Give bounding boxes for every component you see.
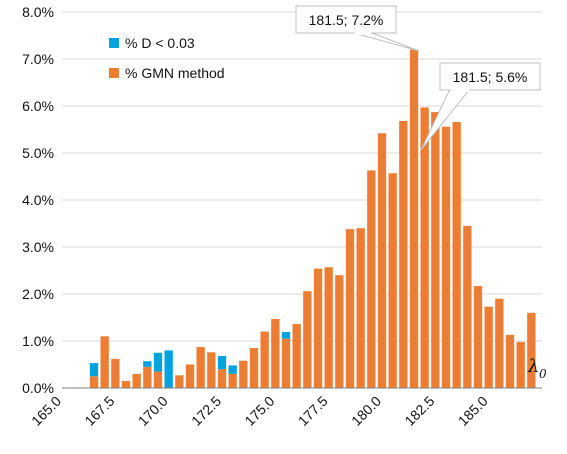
bar-gmn xyxy=(377,133,387,388)
y-tick-label: 3.0% xyxy=(22,239,54,255)
callout-peak-pointer xyxy=(353,32,420,52)
x-axis-label: λ 0 xyxy=(527,356,547,381)
bar-gmn xyxy=(313,268,323,388)
y-tick-label: 7.0% xyxy=(22,51,54,67)
bar-gmn xyxy=(132,373,141,388)
bars xyxy=(89,49,536,389)
bar-gmn xyxy=(335,275,344,388)
bar-gmn xyxy=(409,49,419,388)
y-tick-label: 0.0% xyxy=(22,380,54,396)
x-tick-label: 170.0 xyxy=(135,393,171,429)
bar-gmn xyxy=(292,324,301,388)
callout-peak-box xyxy=(295,5,397,34)
legend-swatch-dlt xyxy=(109,38,119,48)
bar-gmn xyxy=(473,286,483,388)
bar-gmn xyxy=(420,107,429,388)
y-tick-label: 2.0% xyxy=(22,286,54,302)
bar-gmn xyxy=(100,336,109,388)
x-tick-label: 185.0 xyxy=(455,393,491,429)
bar-gmn xyxy=(239,360,248,388)
bar-gmn xyxy=(175,375,184,388)
y-tick-label: 4.0% xyxy=(22,192,54,208)
y-tick-label: 6.0% xyxy=(22,98,54,114)
bar-gmn xyxy=(196,347,205,388)
bar-gmn xyxy=(388,173,397,388)
bar-gmn xyxy=(281,338,291,388)
callout-secondary: 181.5; 5.6% xyxy=(420,62,541,151)
bar-gmn xyxy=(153,371,163,388)
bar-dlt xyxy=(228,365,237,374)
bar-gmn xyxy=(89,376,99,388)
bar-gmn xyxy=(345,229,355,388)
bar-dlt xyxy=(281,332,291,339)
bar-gmn xyxy=(249,348,259,388)
bar-gmn xyxy=(111,358,120,388)
bar-gmn xyxy=(121,380,131,388)
bar-gmn xyxy=(495,298,504,388)
x-tick-label: 165.0 xyxy=(28,393,64,429)
bar-gmn xyxy=(431,112,440,389)
bar-gmn xyxy=(271,318,280,388)
y-tick-label: 8.0% xyxy=(22,4,54,20)
legend-label-dlt: % D < 0.03 xyxy=(125,35,195,51)
bar-gmn xyxy=(441,126,451,389)
x-axis-ticks: 165.0 167.5 170.0 172.5 175.0 177.5 180.0 182.5… xyxy=(28,393,491,429)
bar-gmn xyxy=(207,352,216,388)
bar-gmn xyxy=(185,364,195,388)
callout-secondary-label: 181.5; 5.6% xyxy=(453,69,528,85)
x-tick-label: 172.5 xyxy=(188,393,224,429)
legend-label-gmn: % GMN method xyxy=(125,65,225,81)
lambda-subscript: 0 xyxy=(539,367,547,381)
callout-peak: 181.5; 7.2% xyxy=(295,5,420,52)
x-tick-label: 180.0 xyxy=(348,393,384,429)
bar-gmn xyxy=(484,306,493,388)
bar-gmn xyxy=(399,121,408,388)
y-tick-label: 5.0% xyxy=(22,145,54,161)
bar-gmn xyxy=(143,366,152,388)
bar-gmn xyxy=(527,312,536,388)
bar-dlt xyxy=(164,350,173,388)
bar-dlt xyxy=(217,356,227,370)
grid-lines xyxy=(62,11,542,342)
legend-swatch-gmn xyxy=(109,68,119,78)
legend: % D < 0.03 % GMN method xyxy=(109,35,225,81)
bar-dlt xyxy=(153,352,163,372)
x-tick-label: 167.5 xyxy=(81,393,117,429)
callout-peak-label: 181.5; 7.2% xyxy=(309,12,384,28)
bar-gmn xyxy=(367,170,376,388)
bar-gmn xyxy=(463,225,472,388)
x-tick-label: 175.0 xyxy=(241,393,277,429)
bar-gmn xyxy=(452,121,461,388)
bar-dlt xyxy=(143,361,152,367)
bar-gmn xyxy=(217,369,227,388)
bar-gmn xyxy=(356,228,365,388)
x-tick-label: 182.5 xyxy=(401,393,437,429)
bar-gmn xyxy=(324,267,333,388)
lambda-symbol: λ xyxy=(527,356,539,377)
bar-gmn xyxy=(516,341,525,388)
bar-gmn xyxy=(303,291,312,388)
y-axis-ticks: 0.0% 1.0% 2.0% 3.0% 4.0% 5.0% 6.0% 7.0% 8.0% xyxy=(22,4,54,396)
bar-gmn xyxy=(260,331,269,388)
x-tick-label: 177.5 xyxy=(295,393,331,429)
bar-gmn xyxy=(505,334,515,388)
y-tick-label: 1.0% xyxy=(22,333,54,349)
callout-secondary-box xyxy=(439,62,541,91)
bar-gmn xyxy=(228,373,237,388)
bar-dlt xyxy=(89,363,99,377)
